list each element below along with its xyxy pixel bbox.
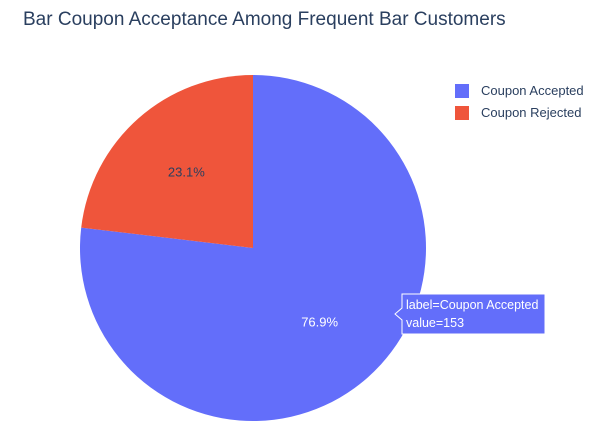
- slice-percent-label-coupon-rejected: 23.1%: [168, 164, 205, 179]
- legend-swatch-coupon-accepted: [455, 83, 469, 98]
- tooltip-box: [394, 293, 546, 335]
- slice-percent-label-coupon-accepted: 76.9%: [301, 314, 338, 329]
- hover-tooltip: label=Coupon Accepted value=153: [394, 293, 546, 335]
- tooltip-label-line: label=Coupon Accepted: [406, 298, 538, 312]
- chart-title: Bar Coupon Acceptance Among Frequent Bar…: [23, 9, 506, 30]
- legend-swatch-coupon-rejected: [455, 105, 469, 120]
- legend-label-coupon-rejected: Coupon Rejected: [481, 105, 582, 120]
- legend-item-coupon-rejected[interactable]: Coupon Rejected: [455, 102, 584, 123]
- tooltip-value-line: value=153: [406, 316, 464, 330]
- legend-label-coupon-accepted: Coupon Accepted: [481, 83, 584, 98]
- legend-item-coupon-accepted[interactable]: Coupon Accepted: [455, 80, 584, 101]
- legend: Coupon Accepted Coupon Rejected: [455, 80, 584, 124]
- pie-slice-coupon-rejected[interactable]: [81, 75, 253, 248]
